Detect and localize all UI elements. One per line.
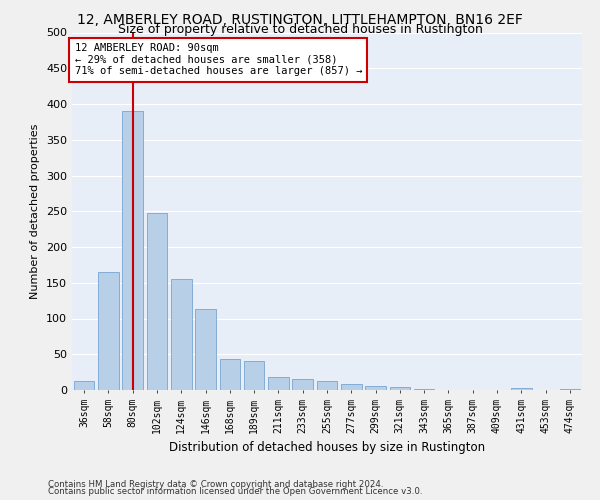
Bar: [122, 111, 143, 390]
Bar: [146, 212, 167, 390]
Text: Size of property relative to detached houses in Rustington: Size of property relative to detached ho…: [118, 22, 482, 36]
Bar: [560, 388, 580, 390]
Text: 12 AMBERLEY ROAD: 90sqm
← 29% of detached houses are smaller (358)
71% of semi-d: 12 AMBERLEY ROAD: 90sqm ← 29% of detache…: [74, 43, 362, 76]
X-axis label: Distribution of detached houses by size in Rustington: Distribution of detached houses by size …: [169, 441, 485, 454]
Y-axis label: Number of detached properties: Number of detached properties: [31, 124, 40, 299]
Text: Contains public sector information licensed under the Open Government Licence v3: Contains public sector information licen…: [48, 487, 422, 496]
Bar: [511, 388, 532, 390]
Bar: [171, 279, 191, 390]
Bar: [341, 384, 362, 390]
Bar: [317, 380, 337, 390]
Bar: [244, 362, 265, 390]
Bar: [268, 377, 289, 390]
Bar: [98, 272, 119, 390]
Bar: [414, 388, 434, 390]
Bar: [389, 387, 410, 390]
Text: Contains HM Land Registry data © Crown copyright and database right 2024.: Contains HM Land Registry data © Crown c…: [48, 480, 383, 489]
Bar: [365, 386, 386, 390]
Bar: [74, 382, 94, 390]
Bar: [195, 309, 216, 390]
Bar: [220, 360, 240, 390]
Bar: [292, 380, 313, 390]
Text: 12, AMBERLEY ROAD, RUSTINGTON, LITTLEHAMPTON, BN16 2EF: 12, AMBERLEY ROAD, RUSTINGTON, LITTLEHAM…: [77, 12, 523, 26]
